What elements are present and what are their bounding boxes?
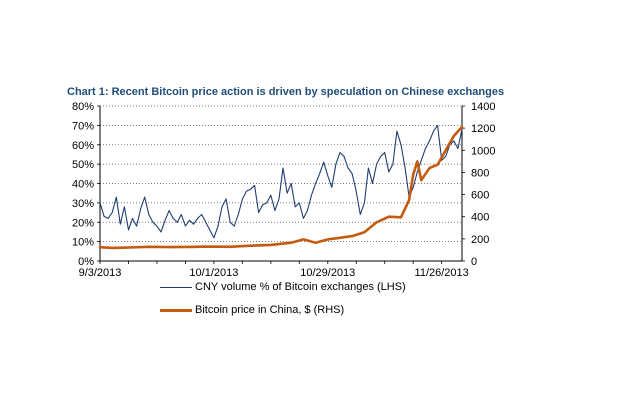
y-right-tick-label: 200 — [471, 234, 489, 246]
y-left-tick-label: 0% — [78, 256, 94, 268]
legend-swatch-volume — [160, 286, 192, 288]
legend-label-price: Bitcoin price in China, $ (RHS) — [195, 304, 345, 316]
y-left-tick-label: 50% — [72, 159, 94, 171]
y-right-tick-label: 800 — [471, 167, 489, 179]
legend-label-volume: CNY volume % of Bitcoin exchanges (LHS) — [195, 281, 406, 293]
x-ticks: 9/3/2013 10/1/2013 10/29/2013 11/26/2013 — [79, 261, 469, 279]
y-left-tick-label: 10% — [72, 237, 94, 249]
y-right-tick-label: 1200 — [471, 123, 495, 135]
x-tick-label: 9/3/2013 — [79, 267, 122, 279]
series-lines — [98, 124, 464, 250]
y-right-tick-label: 600 — [471, 190, 489, 202]
chart-title: Chart 1: Recent Bitcoin price action is … — [67, 86, 505, 98]
y-right-tick-label: 1000 — [471, 145, 495, 157]
y-left-tick-label: 80% — [72, 101, 94, 113]
y-left-ticks: 0% 10% 20% 30% 40% 50% 60% 70% 80% — [72, 101, 100, 268]
series-line-cny-volume — [99, 124, 463, 239]
legend-item-price: Bitcoin price in China, $ (RHS) — [160, 302, 344, 318]
series-line-bitcoin-price — [98, 125, 464, 250]
legend-swatch-price — [160, 308, 192, 312]
x-tick-label: 10/29/2013 — [300, 267, 355, 279]
legend-item-volume: CNY volume % of Bitcoin exchanges (LHS) — [160, 279, 406, 295]
y-right-tick-label: 400 — [471, 212, 489, 224]
x-tick-label: 10/1/2013 — [189, 267, 238, 279]
gridlines — [100, 105, 462, 242]
x-tick-label: 11/26/2013 — [415, 267, 469, 279]
y-left-tick-label: 20% — [72, 217, 94, 229]
y-right-ticks: 0 200 400 600 800 1000 1200 1400 — [462, 101, 495, 268]
y-left-tick-label: 70% — [72, 120, 94, 132]
y-left-tick-label: 60% — [72, 140, 94, 152]
y-left-tick-label: 40% — [72, 179, 94, 191]
y-right-tick-label: 0 — [471, 256, 477, 268]
y-left-tick-label: 30% — [72, 198, 94, 210]
y-right-tick-label: 1400 — [471, 101, 495, 113]
